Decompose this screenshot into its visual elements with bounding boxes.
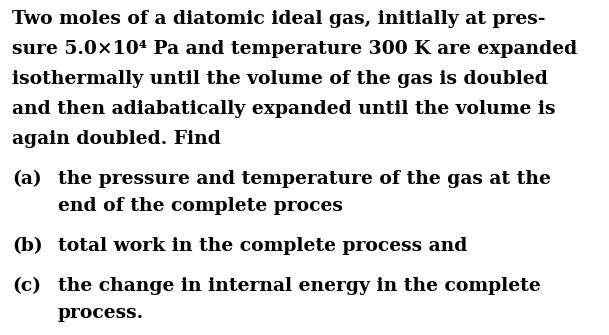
Text: end of the complete proces: end of the complete proces (58, 197, 343, 215)
Text: the pressure and temperature of the gas at the: the pressure and temperature of the gas … (58, 170, 551, 188)
Text: again doubled. Find: again doubled. Find (12, 130, 221, 148)
Text: Two moles of a diatomic ideal gas, initially at pres-: Two moles of a diatomic ideal gas, initi… (12, 10, 546, 28)
Text: (a): (a) (12, 170, 41, 188)
Text: sure 5.0×10⁴ Pa and temperature 300 K are expanded: sure 5.0×10⁴ Pa and temperature 300 K ar… (12, 40, 577, 58)
Text: and then adiabatically expanded until the volume is: and then adiabatically expanded until th… (12, 100, 555, 118)
Text: total work in the complete process and: total work in the complete process and (58, 237, 467, 255)
Text: (b): (b) (12, 237, 43, 255)
Text: (c): (c) (12, 277, 41, 295)
Text: process.: process. (58, 304, 144, 322)
Text: isothermally until the volume of the gas is doubled: isothermally until the volume of the gas… (12, 70, 548, 88)
Text: the change in internal energy in the complete: the change in internal energy in the com… (58, 277, 541, 295)
